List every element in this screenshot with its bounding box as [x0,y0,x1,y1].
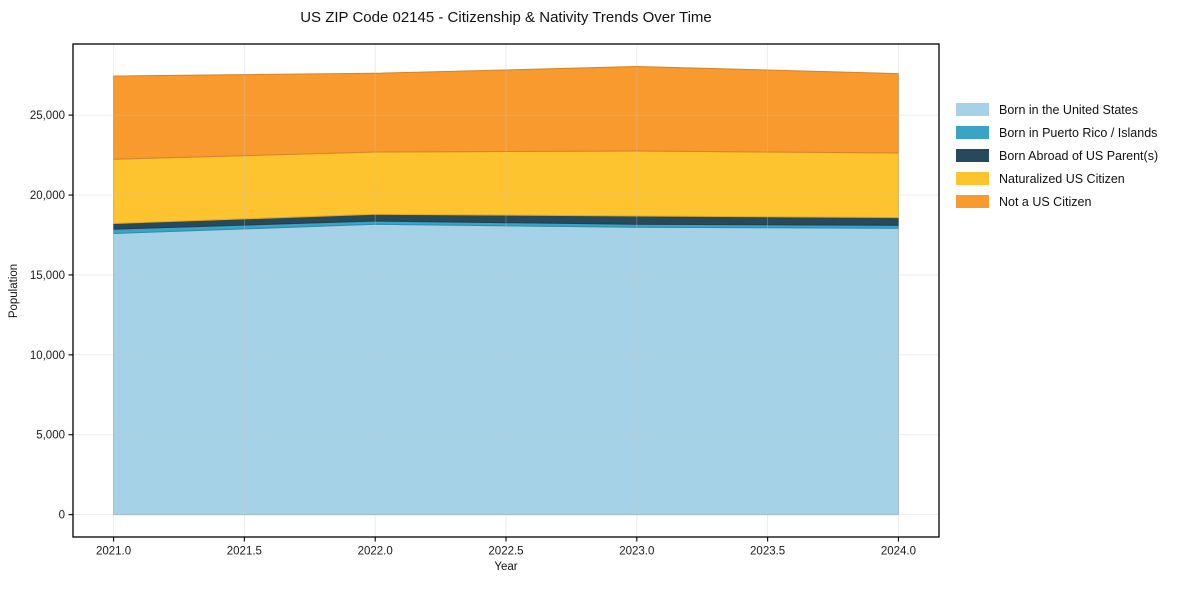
legend: Born in the United States Born in Puerto … [956,102,1159,209]
y-tick-label: 5,000 [36,430,65,442]
legend-label: Born in the United States [999,102,1138,117]
legend-label: Naturalized US Citizen [999,171,1125,186]
legend-item-naturalized-us-citizen: Naturalized US Citizen [956,171,1158,186]
legend-label: Not a US Citizen [999,194,1092,209]
legend-swatch [956,103,989,116]
x-tick-label: 2023.0 [619,546,654,558]
legend-swatch [956,172,989,185]
legend-item-born-abroad-of-us-parent-s: Born Abroad of US Parent(s) [956,148,1159,163]
x-tick-label: 2023.5 [750,546,785,558]
x-tick-label: 2022.0 [358,546,393,558]
legend-label: Born in Puerto Rico / Islands [999,125,1158,140]
areas [113,66,899,516]
ticks: 2021.0 2021.5 2022.0 2022.5 2023.0 2023.5 2024… [30,110,916,557]
x-tick-label: 2024.0 [881,546,916,558]
y-tick-label: 0 [59,510,65,522]
x-tick-label: 2021.0 [96,546,131,558]
x-tick-label: 2022.5 [488,546,523,558]
legend-item-born-in-the-united-states: Born in the United States [956,102,1158,117]
chart-title: US ZIP Code 02145 - Citizenship & Nativi… [300,9,712,26]
y-axis-label: Population [8,263,20,319]
legend-swatch [956,195,989,208]
legend-label: Born Abroad of US Parent(s) [999,148,1159,163]
legend-item-not-a-us-citizen: Not a US Citizen [956,194,1158,209]
x-axis-label: Year [494,561,518,573]
y-tick-label: 10,000 [30,350,65,362]
area-not-a-us-citizen [113,66,899,160]
legend-swatch [956,126,989,139]
y-tick-label: 15,000 [30,270,65,282]
y-tick-label: 20,000 [30,190,65,202]
legend-swatch [956,149,989,162]
gridlines [73,44,939,537]
legend-item-born-in-puerto-rico-islands: Born in Puerto Rico / Islands [956,125,1158,140]
x-tick-label: 2021.5 [227,546,262,558]
y-tick-label: 25,000 [30,110,65,122]
